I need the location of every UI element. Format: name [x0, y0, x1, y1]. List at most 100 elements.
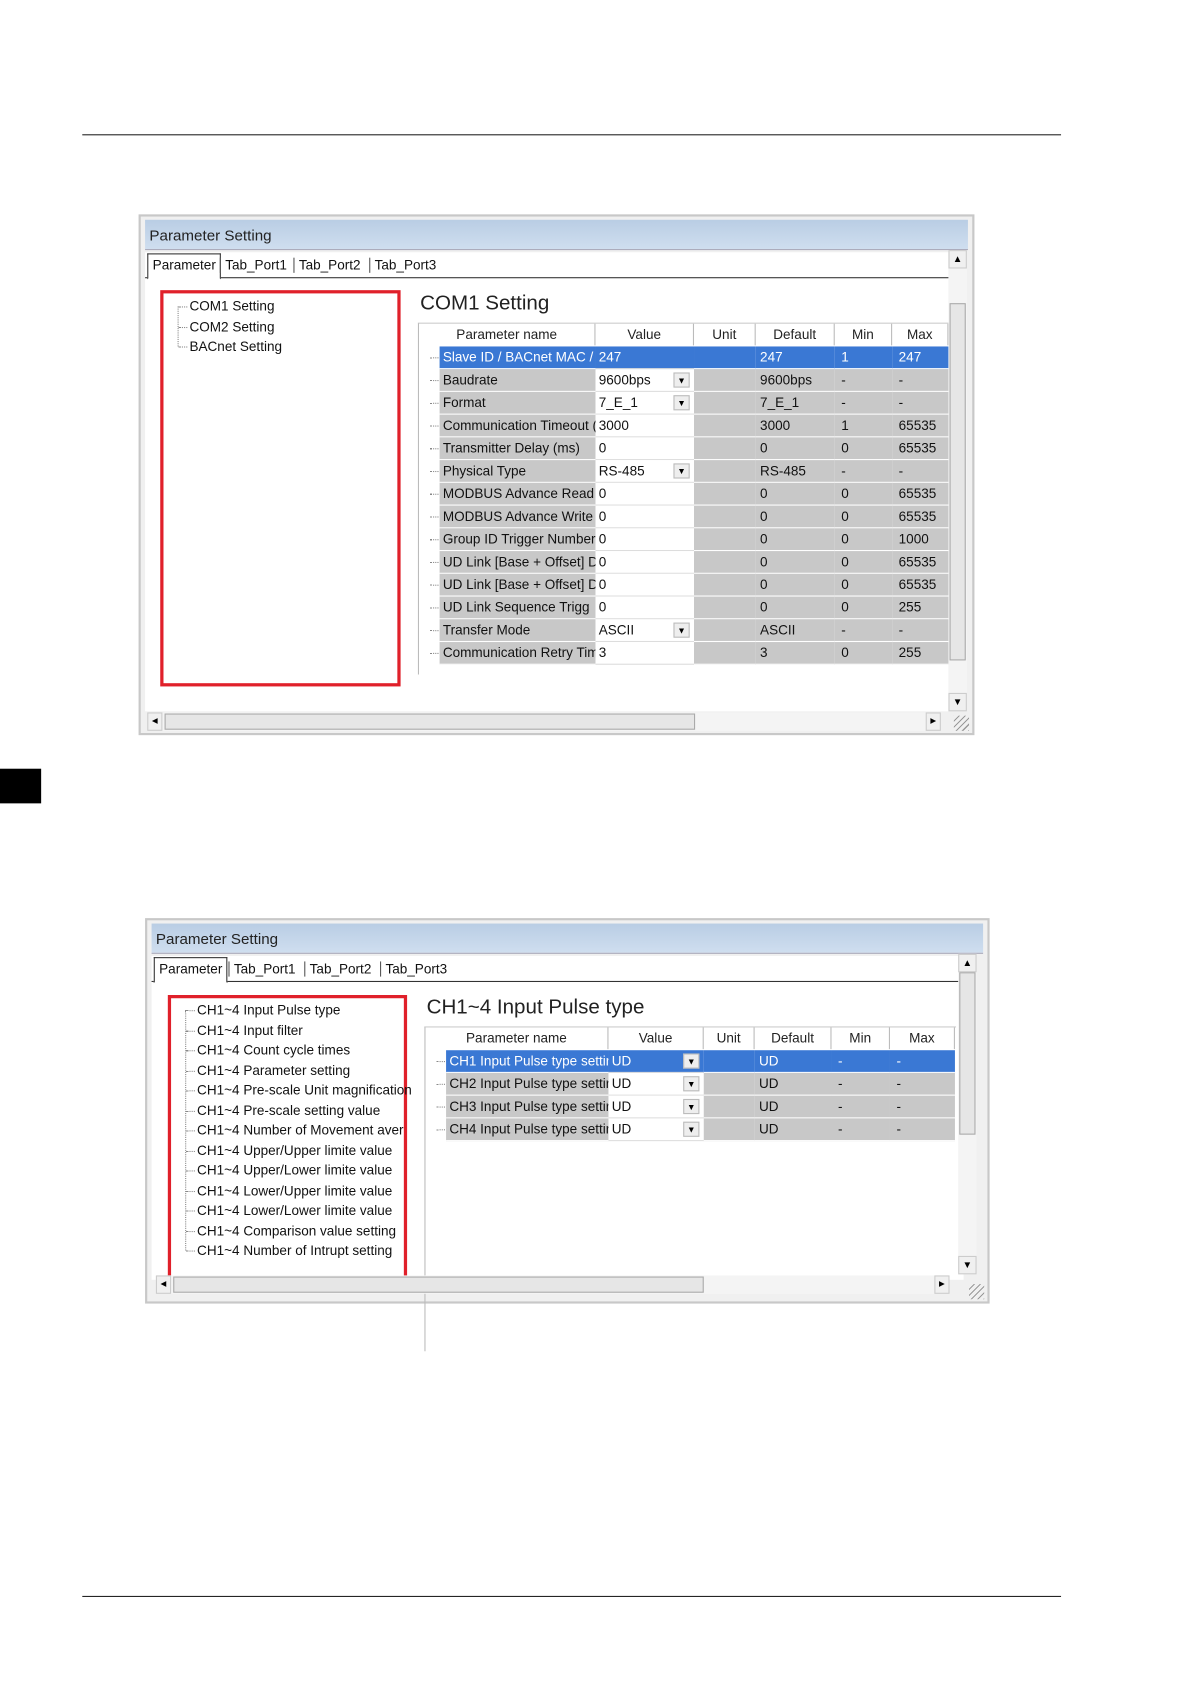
cell-value[interactable]: UD ▼	[608, 1095, 704, 1119]
table-row[interactable]: Physical Type RS-485 ▼ RS-485 - -	[419, 460, 950, 483]
column-header-min[interactable]: Min	[835, 323, 893, 346]
horizontal-scrollbar[interactable]: ◀ ▶	[155, 1275, 950, 1294]
tree-item[interactable]: CH1~4 Upper/Upper limite value	[186, 1141, 392, 1160]
column-header-value[interactable]: Value	[595, 323, 695, 346]
tab-tab-port3[interactable]: Tab_Port3	[385, 961, 448, 977]
cell-value[interactable]: 0	[595, 437, 695, 461]
tree-item[interactable]: CH1~4 Upper/Lower limite value	[186, 1161, 392, 1180]
table-row[interactable]: Transfer Mode ASCII ▼ ASCII - -	[419, 619, 950, 643]
column-header-unit[interactable]: Unit	[694, 323, 756, 346]
scroll-right-arrow-icon[interactable]: ▶	[934, 1275, 950, 1294]
table-row[interactable]: UD Link [Base + Offset] D 0 0 0 65535	[419, 551, 950, 574]
tree-item[interactable]: CH1~4 Input Pulse type	[186, 1000, 340, 1019]
resize-grip-icon[interactable]	[969, 1284, 985, 1300]
column-header-min[interactable]: Min	[832, 1027, 890, 1050]
table-row[interactable]: Slave ID / BACnet MAC /247 247 1 247	[419, 346, 950, 370]
cell-value[interactable]: UD ▼	[608, 1118, 704, 1142]
cell-value[interactable]: 0	[595, 551, 695, 574]
scrollbar-thumb[interactable]	[959, 972, 976, 1135]
cell-value[interactable]: RS-485 ▼	[595, 460, 695, 483]
chevron-down-icon[interactable]: ▼	[683, 1098, 700, 1115]
tab-tab-port2[interactable]: Tab_Port2	[309, 961, 372, 977]
scroll-left-arrow-icon[interactable]: ◀	[147, 712, 163, 731]
table-row[interactable]: Transmitter Delay (ms) 0 0 0 65535	[419, 437, 950, 461]
chevron-down-icon[interactable]: ▼	[683, 1076, 700, 1092]
chevron-down-icon[interactable]: ▼	[673, 463, 690, 479]
column-header-unit[interactable]: Unit	[704, 1027, 755, 1050]
column-header-default[interactable]: Default	[755, 1027, 832, 1050]
tree-item[interactable]: CH1~4 Comparison value setting	[186, 1221, 396, 1240]
cell-value[interactable]: UD ▼	[608, 1072, 704, 1096]
table-row[interactable]: Communication Timeout (3000 3000 1 65535	[419, 414, 950, 438]
tree-item[interactable]: CH1~4 Lower/Upper limite value	[186, 1181, 392, 1200]
cell-value[interactable]: 0	[595, 482, 695, 506]
cell-value[interactable]: 9600bps ▼	[595, 369, 695, 392]
cell-value[interactable]: UD ▼	[608, 1050, 704, 1073]
cell-value[interactable]: 0	[595, 528, 695, 552]
column-header-max[interactable]: Max	[890, 1027, 955, 1050]
scrollbar-thumb[interactable]	[164, 713, 696, 730]
tree-item[interactable]: CH1~4 Number of Intrupt setting	[186, 1241, 392, 1260]
cell-value[interactable]: 7_E_1 ▼	[595, 391, 695, 415]
tree-item[interactable]: CH1~4 Lower/Lower limite value	[186, 1201, 392, 1220]
cell-text: 3000	[598, 417, 629, 434]
scroll-right-arrow-icon[interactable]: ▶	[925, 712, 941, 731]
tree-item[interactable]: BACnet Setting	[178, 337, 282, 356]
chevron-down-icon[interactable]: ▼	[673, 395, 690, 411]
chevron-down-icon[interactable]: ▼	[673, 622, 690, 638]
tree-item[interactable]: CH1~4 Count cycle times	[186, 1040, 350, 1059]
vertical-scrollbar[interactable]: ▲ ▼	[958, 953, 977, 1275]
table-row[interactable]: CH2 Input Pulse type settir UD ▼ UD - -	[426, 1072, 957, 1096]
table-row[interactable]: Baudrate 9600bps ▼ 9600bps - -	[419, 369, 950, 392]
cell-value[interactable]: 247	[595, 346, 695, 370]
column-header-name[interactable]: Parameter name	[419, 323, 596, 346]
tree-item[interactable]: CH1~4 Number of Movement aver	[186, 1121, 404, 1140]
table-row[interactable]: CH1 Input Pulse type settir UD ▼ UD - -	[426, 1050, 957, 1073]
tab-parameter[interactable]: Parameter	[147, 253, 222, 280]
tab-tab-port1[interactable]: Tab_Port1	[233, 961, 296, 977]
column-header-max[interactable]: Max	[892, 323, 949, 346]
table-row[interactable]: UD Link Sequence Trigg 0 0 0 255	[419, 596, 950, 620]
resize-grip-icon[interactable]	[953, 715, 970, 731]
table-row[interactable]: Format 7_E_1 ▼ 7_E_1 - -	[419, 391, 950, 415]
tree-item[interactable]: COM1 Setting	[178, 297, 274, 316]
tab-tab-port1[interactable]: Tab_Port1	[225, 257, 287, 273]
horizontal-scrollbar[interactable]: ◀ ▶	[147, 712, 941, 731]
cell-value[interactable]: 3	[595, 642, 695, 665]
scrollbar-thumb[interactable]	[949, 303, 966, 661]
tree-item[interactable]: CH1~4 Pre-scale setting value	[186, 1101, 380, 1120]
column-header-name[interactable]: Parameter name	[426, 1027, 609, 1050]
cell-min: 0	[834, 505, 893, 529]
scroll-up-arrow-icon[interactable]: ▲	[958, 953, 977, 973]
tab-tab-port2[interactable]: Tab_Port2	[298, 257, 361, 273]
scroll-left-arrow-icon[interactable]: ◀	[155, 1275, 172, 1294]
tab-parameter[interactable]: Parameter	[153, 957, 228, 984]
tree-item[interactable]: CH1~4 Pre-scale Unit magnification	[186, 1081, 412, 1100]
scroll-up-arrow-icon[interactable]: ▲	[948, 250, 967, 269]
column-header-default[interactable]: Default	[756, 323, 835, 346]
scrollbar-thumb[interactable]	[173, 1276, 704, 1293]
tree-item[interactable]: COM2 Setting	[178, 317, 274, 336]
cell-value[interactable]: 0	[595, 505, 695, 529]
chevron-down-icon[interactable]: ▼	[683, 1053, 700, 1069]
column-header-value[interactable]: Value	[608, 1027, 704, 1050]
tab-tab-port3[interactable]: Tab_Port3	[374, 257, 437, 273]
table-row[interactable]: CH3 Input Pulse type settir UD ▼ UD - -	[426, 1095, 957, 1119]
vertical-scrollbar[interactable]: ▲ ▼	[948, 250, 967, 712]
cell-value[interactable]: ASCII ▼	[595, 619, 695, 643]
cell-value[interactable]: 3000	[595, 414, 695, 438]
chevron-down-icon[interactable]: ▼	[683, 1121, 700, 1137]
table-row[interactable]: MODBUS Advance Write 0 0 0 65535	[419, 505, 950, 529]
table-row[interactable]: Communication Retry Tim 3 3 0 255	[419, 642, 950, 665]
table-row[interactable]: MODBUS Advance Read 0 0 0 65535	[419, 482, 950, 506]
cell-value[interactable]: 0	[595, 596, 695, 620]
scroll-down-arrow-icon[interactable]: ▼	[958, 1255, 977, 1275]
tree-item[interactable]: CH1~4 Input filter	[186, 1020, 303, 1039]
chevron-down-icon[interactable]: ▼	[673, 372, 690, 388]
scroll-down-arrow-icon[interactable]: ▼	[948, 692, 967, 712]
tree-item[interactable]: CH1~4 Parameter setting	[186, 1061, 350, 1080]
table-row[interactable]: UD Link [Base + Offset] D 0 0 0 65535	[419, 573, 950, 597]
table-row[interactable]: CH4 Input Pulse type settir UD ▼ UD - -	[426, 1118, 957, 1142]
table-row[interactable]: Group ID Trigger Number 0 0 0 1000	[419, 528, 950, 552]
cell-value[interactable]: 0	[595, 573, 695, 597]
